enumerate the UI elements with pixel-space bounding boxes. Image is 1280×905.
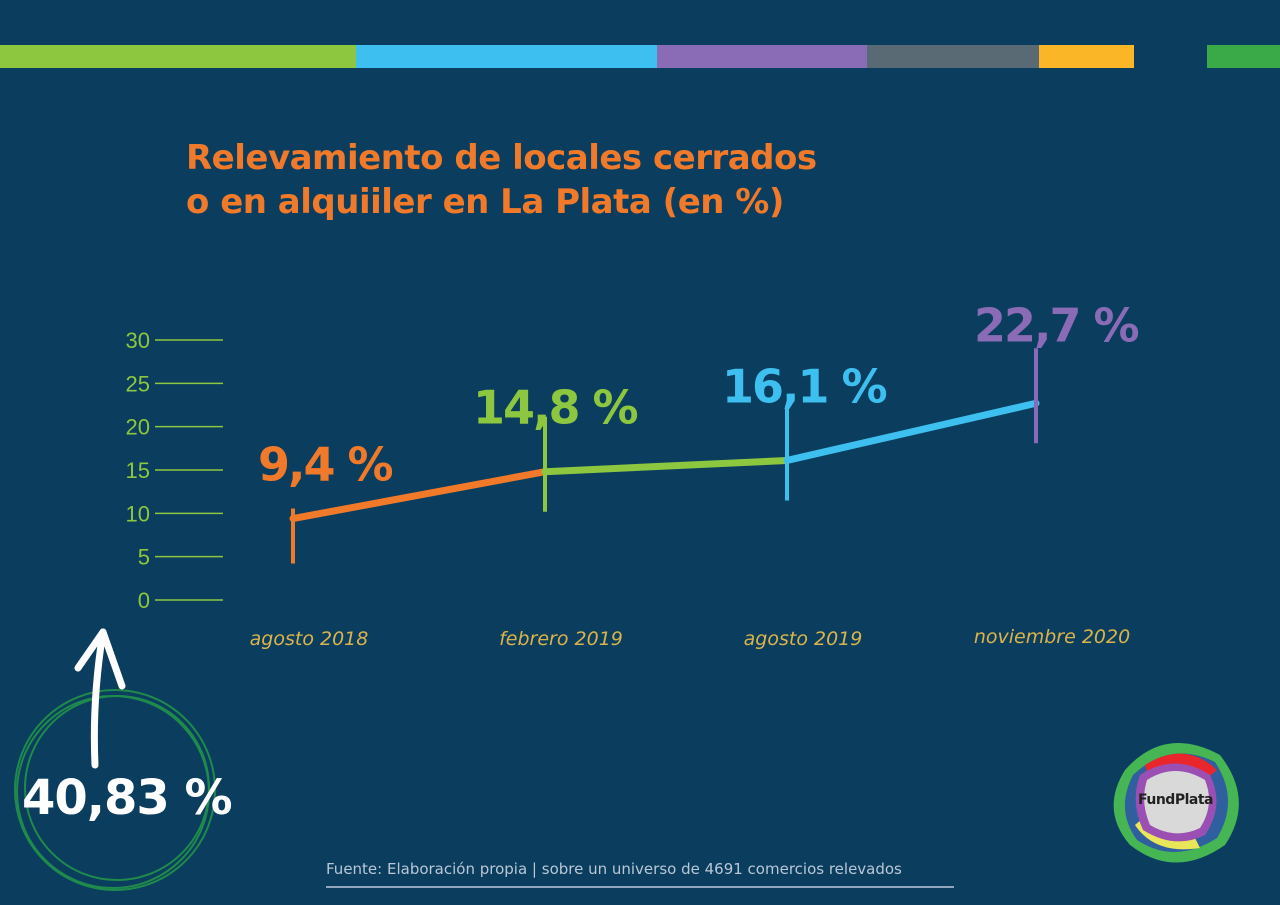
arrow-up-icon: [74, 628, 126, 769]
title-line-2: o en alquiiler en La Plata (en %): [186, 182, 784, 222]
line-segment: [541, 456, 791, 476]
y-tick-label: 25: [126, 371, 150, 396]
green-circle: [14, 689, 216, 891]
y-tick-label: 15: [126, 458, 150, 483]
highlight-graphic: [14, 628, 216, 891]
x-category-label: noviembre 2020: [974, 626, 1130, 648]
top-bar-yellow: [1039, 45, 1134, 68]
y-tick-label: 30: [126, 328, 150, 353]
x-category-label: agosto 2018: [250, 628, 369, 650]
data-label: 14,8 %: [473, 381, 638, 435]
title-line-1: Relevamiento de locales cerrados: [186, 138, 817, 178]
y-tick-label: 0: [138, 588, 150, 613]
top-bar-green-end: [1207, 45, 1280, 68]
logo-text: FundPlata: [1138, 792, 1213, 808]
y-tick-label: 5: [138, 545, 150, 570]
y-tick-label: 10: [126, 501, 150, 526]
line-segment: [783, 399, 1040, 464]
source-note: Fuente: Elaboración propia | sobre un un…: [326, 860, 954, 888]
top-bar-blue: [356, 45, 657, 68]
top-bar-purple: [657, 45, 867, 68]
data-label: 9,4 %: [258, 438, 393, 492]
fundplata-logo: [1113, 743, 1239, 863]
y-tick-label: 20: [126, 415, 150, 440]
top-bar-grey: [867, 45, 1039, 68]
x-category-label: febrero 2019: [499, 628, 623, 650]
line-segment: [289, 468, 549, 523]
data-label: 22,7 %: [974, 298, 1139, 352]
top-bar-green: [0, 45, 356, 68]
highlight-value: 40,83 %: [22, 770, 233, 826]
data-label: 16,1 %: [722, 359, 887, 413]
x-category-label: agosto 2019: [744, 628, 863, 650]
chart-title: Relevamiento de locales cerrados o en al…: [186, 136, 817, 224]
